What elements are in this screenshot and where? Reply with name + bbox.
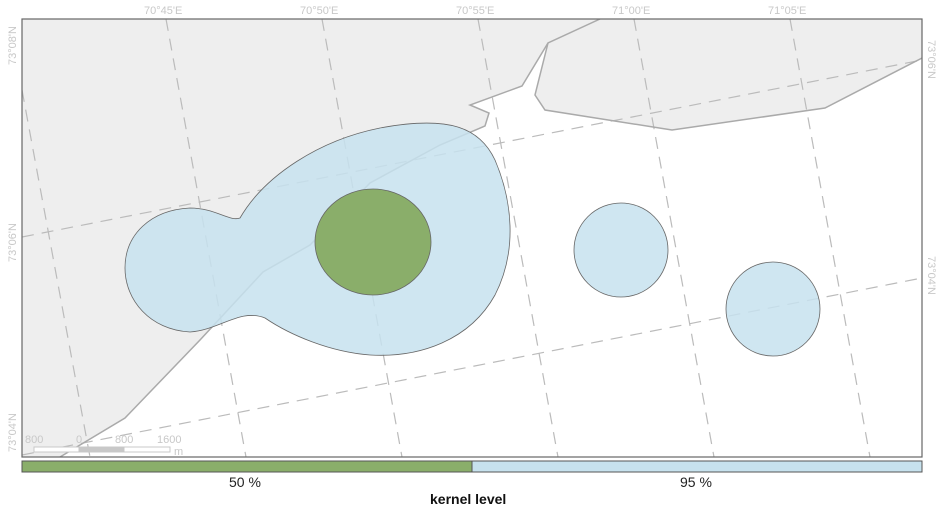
legend-label-50: 50 % xyxy=(229,474,261,490)
scale-bar-tick-label: 800 xyxy=(115,434,133,446)
graticule-meridian xyxy=(22,89,91,457)
longitude-label: 70°55'E xyxy=(456,5,494,17)
latitude-label-right: 73°06'N xyxy=(925,40,937,79)
latitude-label-left: 73°04'N xyxy=(7,413,19,452)
graticule-parallel xyxy=(22,59,922,238)
kernel-95-middle-area xyxy=(573,202,669,298)
latitude-label-right: 73°04'N xyxy=(925,256,937,295)
scale-bar-segment xyxy=(123,446,171,453)
legend-title: kernel level xyxy=(430,491,507,507)
scale-bar-tick-label: 0 xyxy=(76,434,82,446)
coastline-northeast xyxy=(534,42,922,131)
kernel-50-core-area xyxy=(314,188,432,296)
latitude-label-left: 73°08'N xyxy=(7,26,19,65)
longitude-label: 71°05'E xyxy=(768,5,806,17)
kernel-95-east-area xyxy=(725,261,821,357)
graticule-meridian xyxy=(477,19,559,457)
legend-label-95: 95 % xyxy=(680,474,712,490)
scale-bar-tick-label: 800 xyxy=(25,434,43,446)
longitude-label: 70°45'E xyxy=(144,5,182,17)
longitude-label: 71°00'E xyxy=(612,5,650,17)
graticule-meridian xyxy=(633,19,715,457)
graticule-meridian xyxy=(789,19,871,457)
scale-bar-tick-label: 1600 xyxy=(157,434,181,446)
scale-bar-unit: m xyxy=(174,446,183,458)
legend-swatch-95 xyxy=(471,460,923,473)
scale-bar-segment xyxy=(33,446,80,453)
longitude-label: 70°50'E xyxy=(300,5,338,17)
map-panel-frame xyxy=(21,18,923,458)
legend-swatch-50 xyxy=(21,460,473,473)
latitude-label-left: 73°06'N xyxy=(7,223,19,262)
scale-bar: 800 0 800 1600 m xyxy=(25,434,183,458)
scale-bar-segment xyxy=(78,446,125,453)
land-mass-northeast xyxy=(535,19,922,130)
